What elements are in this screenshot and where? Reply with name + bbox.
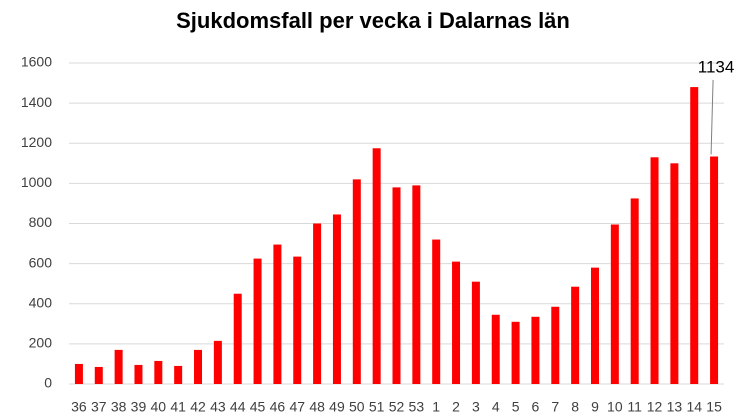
y-tick-label: 1600	[21, 54, 52, 70]
x-tick-label: 38	[111, 399, 127, 415]
bar	[471, 281, 480, 384]
x-tick-label: 14	[686, 399, 702, 415]
y-tick-label: 0	[44, 375, 52, 391]
x-tick-label: 43	[210, 399, 226, 415]
bar	[630, 198, 639, 384]
bar	[650, 157, 659, 384]
bar	[94, 366, 103, 384]
bar	[551, 306, 560, 384]
bar	[134, 364, 143, 384]
x-tick-label: 51	[369, 399, 385, 415]
bar	[531, 316, 540, 384]
bar	[432, 239, 441, 384]
y-tick-label: 1400	[21, 94, 52, 110]
x-tick-label: 37	[91, 399, 107, 415]
bar	[412, 185, 421, 384]
x-tick-label: 9	[591, 399, 599, 415]
y-tick-label: 800	[29, 214, 53, 230]
y-tick-label: 1200	[21, 134, 52, 150]
bar	[690, 87, 699, 384]
bar	[74, 363, 83, 384]
bar	[313, 223, 322, 384]
x-tick-label: 7	[551, 399, 559, 415]
bar	[610, 224, 619, 384]
x-tick-label: 2	[452, 399, 460, 415]
bar	[452, 261, 461, 384]
x-tick-label: 3	[472, 399, 480, 415]
x-tick-label: 50	[349, 399, 365, 415]
bar	[273, 244, 282, 384]
bar	[491, 314, 500, 384]
bar	[233, 293, 242, 384]
bar	[174, 365, 183, 384]
x-tick-label: 49	[329, 399, 345, 415]
bar	[332, 214, 341, 384]
x-tick-label: 46	[270, 399, 286, 415]
x-tick-label: 39	[131, 399, 147, 415]
y-tick-label: 400	[29, 294, 53, 310]
bar	[372, 148, 381, 384]
x-tick-label: 12	[647, 399, 663, 415]
bar	[213, 340, 222, 384]
x-tick-label: 5	[512, 399, 520, 415]
x-tick-label: 15	[706, 399, 722, 415]
x-tick-label: 13	[667, 399, 683, 415]
x-tick-label: 11	[627, 399, 642, 415]
x-tick-label: 6	[532, 399, 540, 415]
x-tick-label: 48	[309, 399, 325, 415]
x-tick-label: 36	[71, 399, 87, 415]
x-tick-label: 8	[571, 399, 579, 415]
x-tick-label: 52	[389, 399, 405, 415]
bar	[154, 360, 163, 384]
bar	[511, 321, 520, 384]
bar	[392, 187, 401, 384]
x-tick-label: 10	[607, 399, 623, 415]
bar	[293, 256, 302, 384]
bar	[670, 163, 679, 384]
x-tick-label: 42	[190, 399, 206, 415]
x-tick-label: 44	[230, 399, 246, 415]
annotation-line	[710, 79, 714, 155]
x-tick-label: 53	[409, 399, 425, 415]
data-label: 1134	[698, 57, 735, 76]
x-tick-label: 1	[432, 399, 440, 415]
y-tick-label: 1000	[21, 174, 52, 190]
bar	[194, 349, 203, 384]
bar	[710, 156, 719, 384]
x-tick-label: 41	[170, 399, 186, 415]
chart-title: Sjukdomsfall per vecka i Dalarnas län	[176, 8, 570, 33]
bar	[571, 286, 580, 384]
x-tick-label: 4	[492, 399, 500, 415]
y-tick-label: 200	[29, 335, 53, 351]
x-tick-label: 40	[151, 399, 167, 415]
bar	[590, 267, 599, 384]
x-tick-label: 45	[250, 399, 266, 415]
y-tick-label: 600	[29, 254, 53, 270]
bar	[114, 349, 123, 384]
bar	[253, 258, 262, 384]
bar	[352, 179, 361, 384]
x-tick-label: 47	[289, 399, 305, 415]
